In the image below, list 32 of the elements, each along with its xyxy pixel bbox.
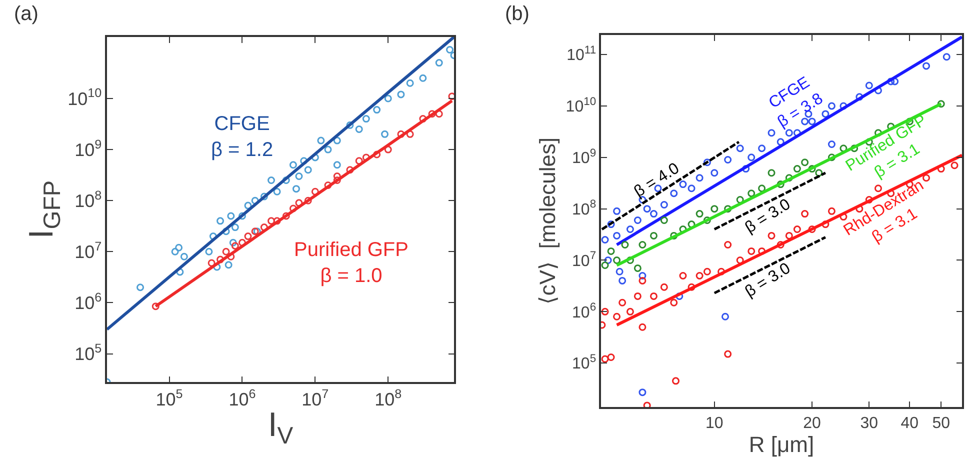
x-axis-title: R [μm] — [748, 432, 814, 457]
y-tick-label: 10$^{5}$ — [572, 352, 596, 373]
x-tick-label: 20 — [803, 414, 822, 432]
text: β = 3.0 — [742, 196, 794, 237]
x-tick-label: 10$^{8}$ — [374, 386, 402, 410]
y-tick-label: 10$^{5}$ — [74, 342, 102, 364]
y-tick-label: 10$^{10}$ — [566, 96, 596, 116]
y-tick-label: 10$^{9}$ — [74, 137, 102, 160]
chart-title: (b) — [505, 3, 530, 25]
y-tick-label: 10$^{7}$ — [572, 250, 596, 270]
y-tick-label: 10$^{6}$ — [572, 302, 596, 322]
chart-title: (a) — [14, 3, 38, 25]
y-tick-label: 10$^{7}$ — [74, 239, 102, 262]
x-tick-label: 10 — [706, 414, 724, 432]
series-label: CFGE β = 1.2 — [211, 113, 274, 161]
x-axis-title: I$_{V}$ — [268, 406, 294, 450]
y-tick-label: 10$^{9}$ — [572, 147, 596, 167]
x-tick-label: 30 — [860, 414, 878, 432]
y-tick-label: 10$^{11}$ — [566, 44, 596, 64]
y-tick-label: 10$^{8}$ — [572, 198, 596, 218]
x-tick-label: 10$^{7}$ — [302, 386, 329, 410]
text: β = 4.0 — [631, 160, 683, 201]
y-tick-label: 10$^{6}$ — [74, 290, 102, 314]
x-tick-label: 40 — [900, 414, 919, 432]
y-tick-label: 10$^{8}$ — [74, 188, 102, 211]
x-tick-label: 10$^{5}$ — [156, 386, 183, 410]
series-label: Purified GFP β = 1.0 — [294, 239, 408, 287]
x-tick-label: 50 — [932, 414, 950, 432]
text: β = 3.0 — [742, 260, 794, 301]
y-axis-title: ⟨cV⟩ [molecules] — [535, 137, 560, 305]
x-tick-label: 10$^{6}$ — [228, 386, 256, 410]
y-tick-label: 10$^{10}$ — [68, 86, 102, 109]
